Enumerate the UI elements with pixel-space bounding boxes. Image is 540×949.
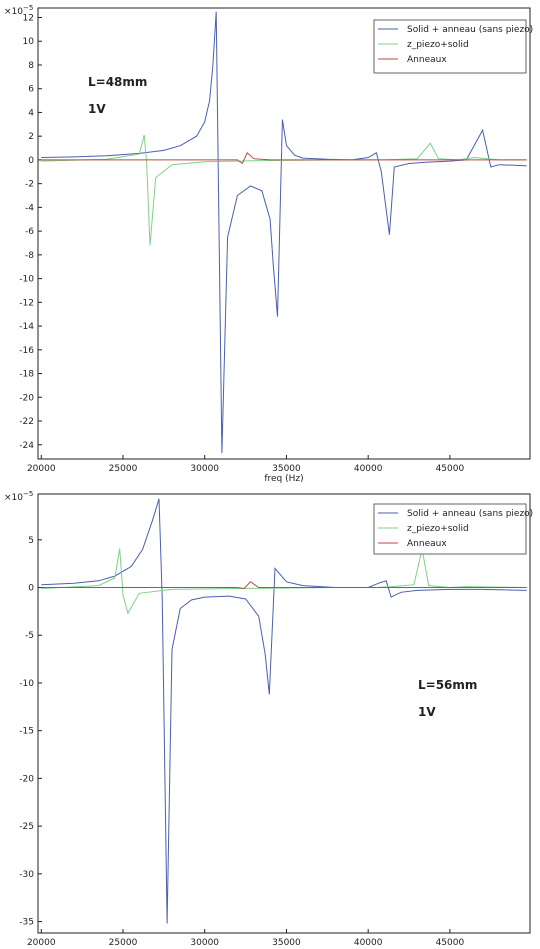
y-tick-label: -35 [19, 918, 34, 928]
y-tick-label: 6 [28, 85, 34, 95]
x-tick-label: 25000 [109, 938, 138, 946]
axis-multiplier: ×10−5 [4, 490, 33, 503]
y-tick-label: 4 [28, 108, 34, 118]
y-tick-label: -16 [19, 346, 34, 356]
annotation-text: 1V [418, 705, 436, 719]
legend-entry: Anneaux [407, 55, 447, 65]
y-tick-label: -10 [19, 275, 34, 285]
y-tick-label: -8 [25, 251, 34, 261]
y-tick-label: -10 [19, 679, 34, 689]
x-tick-label: 45000 [436, 464, 465, 474]
y-tick-label: 12 [23, 13, 34, 23]
annotation-text: L=56mm [418, 678, 477, 692]
plot-frame [37, 7, 531, 460]
x-tick-label: 25000 [109, 464, 138, 474]
annotation-text: 1V [88, 102, 106, 116]
y-tick-label: 2 [28, 132, 34, 142]
y-tick-label: -24 [19, 441, 34, 451]
x-tick-label: 30000 [190, 464, 219, 474]
series-line-1 [41, 11, 527, 454]
x-tick-label: 35000 [272, 938, 301, 946]
y-tick-label: -30 [19, 870, 34, 880]
y-tick-label: -18 [19, 370, 34, 380]
y-tick-label: 5 [28, 536, 34, 546]
x-tick-label: 20000 [27, 464, 56, 474]
legend-entry: Anneaux [407, 539, 447, 549]
x-tick-label: 20000 [27, 938, 56, 946]
chart-l56: 5 0 -5 -10 -15 -20 -25 -30 -35 20000 25000 30000 350… [4, 490, 533, 946]
y-tick-label: -12 [19, 298, 34, 308]
y-tick-label: -20 [19, 393, 34, 403]
legend-entry: Solid + anneau (sans piezo) [407, 509, 533, 519]
series-line-1 [41, 498, 527, 924]
y-tick-label: -20 [19, 774, 34, 784]
legend-box [373, 19, 527, 74]
y-tick-label: -6 [25, 227, 34, 237]
legend-box [373, 503, 527, 555]
y-tick-label: 0 [28, 156, 34, 166]
y-tick-label: -25 [19, 822, 34, 832]
x-tick-label: 40000 [354, 938, 383, 946]
legend-entry: z_piezo+solid [407, 40, 469, 50]
y-tick-label: -4 [25, 203, 34, 213]
series-line-3 [41, 581, 527, 590]
y-tick-label: -15 [19, 727, 34, 737]
legend-entry: z_piezo+solid [407, 524, 469, 534]
x-tick-label: 35000 [272, 464, 301, 474]
x-tick-label: 30000 [190, 938, 219, 946]
annotation-text: L=48mm [88, 75, 147, 89]
y-tick-label: -14 [19, 322, 34, 332]
y-tick-label: -2 [25, 180, 34, 190]
series-line-3 [41, 151, 527, 165]
x-tick-label: 40000 [354, 464, 383, 474]
legend-entry: Solid + anneau (sans piezo) [407, 25, 533, 35]
x-axis-label: freq (Hz) [264, 474, 303, 484]
chart-l48: 12 10 8 6 4 2 0 -2 -4 -6 -8 -10 -12 -14 -16 -18 -20 -22 -2… [4, 4, 533, 484]
x-tick-label: 45000 [436, 938, 465, 946]
y-tick-label: 10 [23, 37, 35, 47]
y-tick-label: -5 [25, 631, 34, 641]
plot-frame [37, 493, 531, 934]
y-tick-label: 0 [28, 584, 34, 594]
y-tick-label: 8 [28, 61, 34, 71]
y-tick-label: -22 [19, 417, 34, 427]
